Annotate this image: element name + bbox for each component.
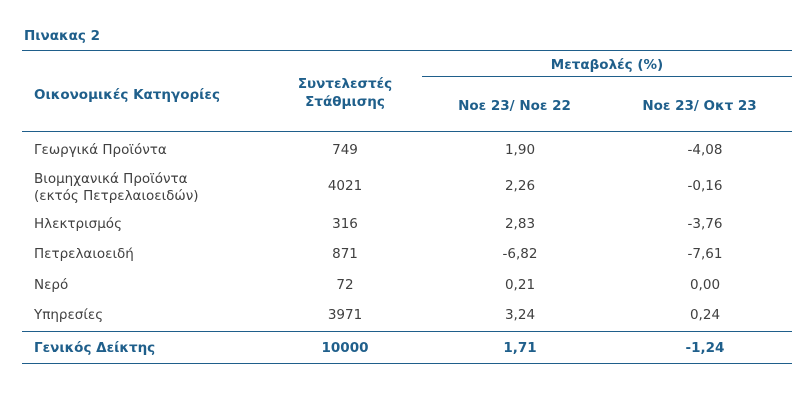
total-yoy: 1,71 <box>503 340 537 356</box>
top-rule <box>22 50 792 51</box>
total-category: Γενικός Δείκτης <box>34 340 156 356</box>
header-yoy: Νοε 23/ Νοε 22 <box>458 98 571 114</box>
bottom-rule <box>22 363 792 364</box>
header-bottom-rule <box>22 131 792 132</box>
header-category: Οικονομικές Κατηγορίες <box>34 87 220 103</box>
header-weights: Συντελεστές Στάθμισης <box>280 75 410 111</box>
total-top-rule <box>22 331 792 332</box>
total-mom: -1,24 <box>685 340 725 356</box>
row-mom: 0,00 <box>689 277 721 293</box>
row-mom: -4,08 <box>687 142 723 158</box>
row-category-line2: (εκτός Πετρελαιοειδών) <box>34 188 199 204</box>
row-yoy: 1,90 <box>504 142 536 158</box>
row-weight: 4021 <box>327 178 363 194</box>
total-weight: 10000 <box>321 340 369 356</box>
header-group-rule <box>422 76 792 77</box>
table-title: Πινακας 2 <box>24 28 100 44</box>
row-category: Πετρελαιοειδή <box>34 246 134 262</box>
row-category: Ηλεκτρισμός <box>34 216 122 232</box>
header-weights-line2: Στάθμισης <box>305 94 385 110</box>
header-mom: Νοε 23/ Οκτ 23 <box>642 98 757 114</box>
row-weight: 749 <box>332 142 358 158</box>
row-category: Γεωργικά Προϊόντα <box>34 142 167 158</box>
row-mom: -0,16 <box>687 178 723 194</box>
header-weights-line1: Συντελεστές <box>297 76 393 92</box>
row-weight: 72 <box>336 277 354 293</box>
header-changes-group: Μεταβολές (%) <box>550 57 664 73</box>
row-weight: 316 <box>332 216 358 232</box>
row-yoy: 3,24 <box>504 307 536 323</box>
row-mom: -3,76 <box>687 216 723 232</box>
row-yoy: -6,82 <box>502 246 538 262</box>
row-mom: 0,24 <box>689 307 721 323</box>
row-mom: -7,61 <box>687 246 723 262</box>
row-category: Υπηρεσίες <box>34 307 104 323</box>
row-category: Βιομηχανικά Προϊόντα <box>34 171 188 187</box>
row-weight: 3971 <box>327 307 363 323</box>
row-yoy: 0,21 <box>504 277 536 293</box>
row-yoy: 2,83 <box>504 216 536 232</box>
row-weight: 871 <box>332 246 358 262</box>
row-yoy: 2,26 <box>504 178 536 194</box>
row-category: Νερό <box>34 277 69 293</box>
